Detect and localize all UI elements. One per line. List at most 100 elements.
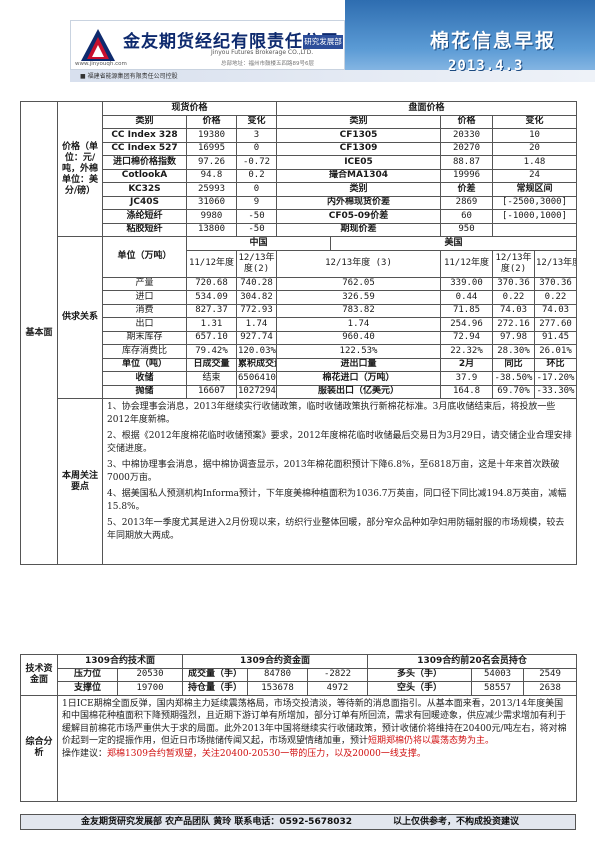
resistance-value: 20530: [117, 667, 183, 682]
header-band: [70, 70, 595, 82]
fund-title: 1309合约资金面: [181, 654, 369, 669]
spread-name: 期现价差: [276, 222, 442, 237]
price-col-row: 类别 价格 变化 类别 价格 变化: [21, 114, 578, 129]
spot-change: 0.2: [235, 168, 278, 183]
spot-price: 97.26: [186, 155, 237, 170]
tech-table: 技术资金面 1309合约技术面 1309合约资金面 1309合约前20名会员持仓…: [20, 654, 578, 802]
section-tech: 技术资金面: [20, 654, 58, 696]
company-logo-block: 金友期货经纪有限责任公司 研究发展部 Jinyou Futures Broker…: [70, 20, 345, 70]
futures-price: 88.87: [440, 155, 494, 170]
spot-price: 13800: [186, 222, 237, 237]
china-value: 762.05: [276, 276, 442, 291]
company-logo-icon: [81, 29, 115, 61]
usa-value: 370.36: [534, 276, 578, 291]
china-value: 1.31: [186, 317, 237, 332]
china-value: 326.59: [276, 290, 442, 305]
company-name-en: Jinyou Futures Brokerage CO.,LTD.: [211, 49, 314, 56]
spread-value: 60: [440, 209, 494, 224]
spread-name: 内外棉现货价差: [276, 195, 442, 210]
table-row: CC Index 328 19380 3 CF1305 20330 10: [21, 128, 578, 143]
period-header: 12/13年度(2): [235, 249, 278, 278]
footer-disclaimer: 以上仅供参考，不构成投资建议: [393, 817, 520, 827]
country-china: 中国: [185, 236, 332, 251]
usa-value: 71.85: [440, 303, 494, 318]
spot-change: 0: [235, 182, 278, 197]
dept-badge: 研究发展部: [303, 35, 343, 49]
spread-name: CF05-09价差: [276, 209, 442, 224]
spot-change: -50: [235, 209, 278, 224]
futures-price: 19996: [440, 168, 494, 183]
futures-price: 20330: [440, 128, 494, 143]
col-kind: 类别: [276, 182, 442, 197]
table-row: CotlookA 94.8 0.2 撮合MA1304 19996 24: [21, 168, 578, 183]
futures-name: CF1305: [276, 128, 442, 143]
section-basic: 基本面: [20, 101, 58, 565]
deal-header: 累积成交量: [235, 357, 278, 372]
spot-price: 16995: [186, 141, 237, 156]
news-list: 1、协会理事会消息，2013年继续实行收储政策，临时收储政策执行新棉花标准。3月…: [101, 398, 578, 565]
table-row: 消费 827.37 772.93 783.82 71.85 74.03 74.0…: [21, 303, 578, 318]
section-price: 价格（单位：元/吨，外棉单位：美分/磅）: [57, 101, 103, 237]
spread-value: 2869: [440, 195, 494, 210]
oi-label: 持仓量（手）: [182, 681, 248, 696]
volume-label: 成交量（手）: [182, 667, 248, 682]
support-label: 支撑位: [57, 681, 118, 696]
col-price: 价格: [440, 114, 494, 129]
col-change: 变化: [235, 114, 278, 129]
supply-item: 期末库存: [102, 330, 187, 345]
col-range: 常规区间: [492, 182, 578, 197]
spot-name: 进口棉价格指数: [102, 155, 187, 170]
table-row: 粘胶短纤 13800 -50 期现价差 950: [21, 222, 578, 237]
futures-price: 20270: [440, 141, 494, 156]
news-item: 4、据美国私人预测机构Informa预计，下年度美棉种植面积为1036.7万英亩…: [107, 489, 567, 512]
supply-unit: 单位（万吨）: [102, 236, 187, 278]
advice-label: 操作建议：: [62, 748, 108, 759]
deal-total: 6506410: [235, 371, 278, 386]
top20-title: 1309合约前20名会员持仓: [367, 654, 578, 669]
company-website: www.jinyouqh.com: [75, 61, 127, 67]
company-name-cn: 金友期货经纪有限责任公司: [123, 32, 339, 52]
trade-mom: -33.30%: [534, 384, 578, 399]
china-value: 740.28: [235, 276, 278, 291]
table-row: KC32S 25993 0 类别 价差 常规区间: [21, 182, 578, 197]
china-value: 783.82: [276, 303, 442, 318]
summary-text: 1日ICE期棉全面反弹，国内郑棉主力延续震荡格局，市场交投清淡，等待新的消息面指…: [56, 694, 578, 802]
table-row: 库存消费比 79.42% 120.03% 122.53% 22.32% 28.3…: [21, 344, 578, 359]
col-kind: 类别: [276, 114, 442, 129]
supply-item: 消费: [102, 303, 187, 318]
usa-value: 28.30%: [492, 344, 536, 359]
futures-change: 10: [492, 128, 578, 143]
report-footer: 金友期货研究发展部 农产品团队 黄玲 联系电话：0592-5678032 以上仅…: [20, 814, 576, 830]
futures-price-header: 盘面价格: [276, 101, 578, 116]
usa-value: 26.01%: [534, 344, 578, 359]
china-value: 1.74: [276, 317, 442, 332]
spread-value: 950: [440, 222, 494, 237]
advice-text: 郑棉1309合约暂观望，关注20400-20530一带的压力，以及20000一线…: [107, 748, 426, 759]
country-usa: 美国: [330, 236, 578, 251]
china-value: 960.40: [276, 330, 442, 345]
report-header: 金友期货经纪有限责任公司 研究发展部 Jinyou Futures Broker…: [0, 0, 595, 97]
usa-value: 272.16: [492, 317, 536, 332]
period-header: 12/13年度 (3): [276, 249, 442, 278]
futures-name: 撮合MA1304: [276, 168, 442, 183]
china-value: 79.42%: [186, 344, 237, 359]
price-header-row: 基本面 价格（单位：元/吨，外棉单位：美分/磅） 现货价格 盘面价格: [20, 101, 578, 565]
summary-row: 综合分析 1日ICE期棉全面反弹，国内郑棉主力延续震荡格局，市场交投清淡，等待新…: [20, 694, 578, 802]
spot-name: CC Index 328: [102, 128, 187, 143]
futures-change: 20: [492, 141, 578, 156]
trade-item: 服装出口（亿美元）: [276, 384, 442, 399]
period-header: 11/12年度: [186, 249, 237, 278]
china-value: 720.68: [186, 276, 237, 291]
deal-total: 1027294: [235, 384, 278, 399]
futures-change: 24: [492, 168, 578, 183]
spot-name: JC40S: [102, 195, 187, 210]
summary-highlight: 短期郑棉仍将以震荡态势为主。: [368, 736, 495, 746]
china-value: 772.93: [235, 303, 278, 318]
supply-country-row: 供求关系 单位（万吨） 中国 美国: [21, 236, 578, 399]
short-value: 58557: [471, 681, 525, 696]
resistance-label: 压力位: [57, 667, 118, 682]
news-item: 3、中棉协理事会消息，据中棉协调查显示，2013年棉花面积预计下降6.8%，至6…: [107, 460, 560, 483]
trade-yoy: 69.70%: [492, 384, 536, 399]
usa-value: 0.44: [440, 290, 494, 305]
spot-change: 3: [235, 128, 278, 143]
